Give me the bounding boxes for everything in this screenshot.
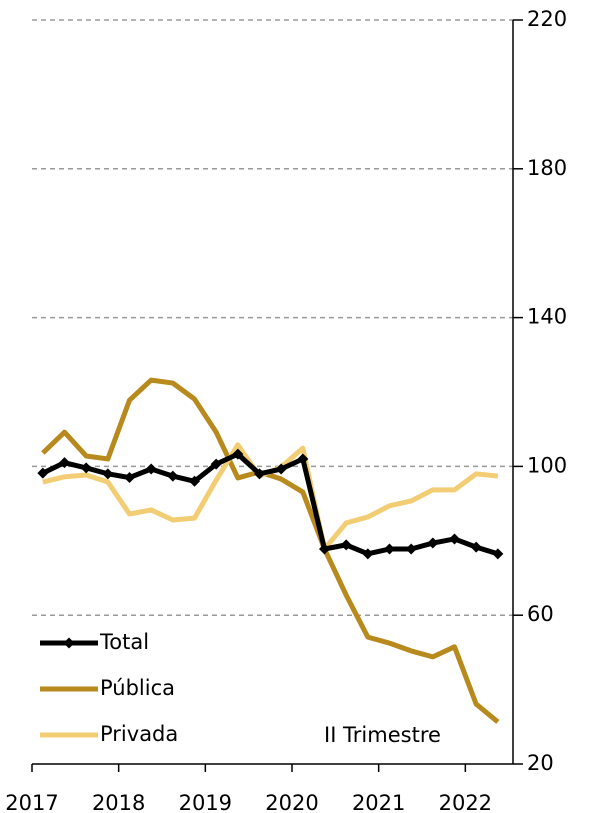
line-series <box>42 442 499 552</box>
marker <box>384 543 395 555</box>
marker <box>492 548 504 560</box>
legend-marker <box>63 637 75 649</box>
y-tick-label: 20 <box>527 751 554 775</box>
marker <box>427 537 439 549</box>
marker <box>449 533 460 545</box>
legend-label: Total <box>99 630 149 654</box>
marker <box>145 463 157 475</box>
marker <box>210 458 222 470</box>
x-tick-label: 2019 <box>179 791 232 813</box>
marker <box>124 472 135 484</box>
marker <box>80 462 92 474</box>
y-tick-label: 140 <box>527 305 567 329</box>
marker <box>167 470 179 482</box>
y-tick-label: 60 <box>527 602 554 626</box>
x-tick-label: 2022 <box>439 791 492 813</box>
x-tick-label: 2020 <box>265 791 318 813</box>
marker <box>362 548 374 560</box>
marker <box>232 448 244 460</box>
line-series <box>41 451 499 557</box>
marker <box>189 475 200 487</box>
x-tick-label: 2018 <box>92 791 145 813</box>
legend-label: Pública <box>100 676 175 700</box>
marker <box>37 467 49 479</box>
x-tick-label: 2021 <box>352 791 405 813</box>
marker <box>470 541 482 553</box>
y-tick-label: 180 <box>527 156 567 180</box>
annotation: II Trimestre <box>324 723 441 747</box>
marker <box>405 543 417 555</box>
legend-label: Privada <box>100 722 178 746</box>
line-series <box>41 377 500 724</box>
marker <box>319 543 330 555</box>
marker <box>102 468 114 480</box>
marker <box>297 453 309 465</box>
y-tick-label: 100 <box>527 453 567 477</box>
marker <box>275 463 287 475</box>
x-tick-label: 2017 <box>5 791 58 813</box>
y-tick-label: 220 <box>527 7 567 31</box>
marker <box>59 457 70 469</box>
marker <box>254 468 265 480</box>
marker <box>340 539 352 551</box>
